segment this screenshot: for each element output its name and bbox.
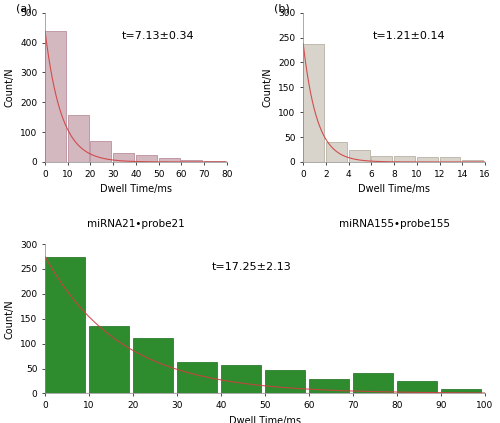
Bar bbox=[177, 362, 218, 393]
Text: miRNA21•probe21: miRNA21•probe21 bbox=[87, 219, 185, 229]
Bar bbox=[68, 115, 88, 162]
Bar bbox=[221, 365, 262, 393]
Y-axis label: Count/N: Count/N bbox=[4, 299, 15, 338]
Text: (a): (a) bbox=[16, 4, 32, 14]
Bar bbox=[309, 379, 350, 393]
Bar bbox=[397, 381, 438, 393]
Bar bbox=[265, 370, 306, 393]
Bar bbox=[158, 158, 180, 162]
Bar bbox=[441, 390, 482, 393]
Bar bbox=[462, 160, 483, 162]
Y-axis label: Count/N: Count/N bbox=[4, 68, 15, 107]
Bar bbox=[45, 256, 86, 393]
Bar bbox=[89, 326, 130, 393]
Text: t=17.25±2.13: t=17.25±2.13 bbox=[212, 262, 292, 272]
Bar bbox=[182, 160, 203, 162]
Text: t=7.13±0.34: t=7.13±0.34 bbox=[122, 30, 194, 41]
Bar bbox=[326, 142, 347, 162]
Bar bbox=[440, 157, 460, 162]
Bar bbox=[348, 150, 370, 162]
Bar bbox=[417, 157, 438, 162]
X-axis label: Dwell Time/ms: Dwell Time/ms bbox=[358, 184, 430, 194]
Bar bbox=[303, 44, 324, 162]
Text: t=1.21±0.14: t=1.21±0.14 bbox=[372, 30, 445, 41]
Bar bbox=[204, 161, 225, 162]
Text: miRNA155•probe155: miRNA155•probe155 bbox=[338, 219, 450, 229]
Bar bbox=[133, 338, 173, 393]
Y-axis label: Count/N: Count/N bbox=[262, 68, 272, 107]
Bar bbox=[113, 153, 134, 162]
Bar bbox=[353, 374, 394, 393]
Bar bbox=[90, 141, 112, 162]
Text: (b): (b) bbox=[274, 4, 290, 14]
Bar bbox=[45, 30, 66, 162]
Bar bbox=[372, 156, 392, 162]
X-axis label: Dwell Time/ms: Dwell Time/ms bbox=[100, 184, 172, 194]
Bar bbox=[136, 154, 157, 162]
Bar bbox=[394, 156, 415, 162]
X-axis label: Dwell Time/ms: Dwell Time/ms bbox=[229, 415, 301, 423]
Bar bbox=[485, 387, 500, 393]
